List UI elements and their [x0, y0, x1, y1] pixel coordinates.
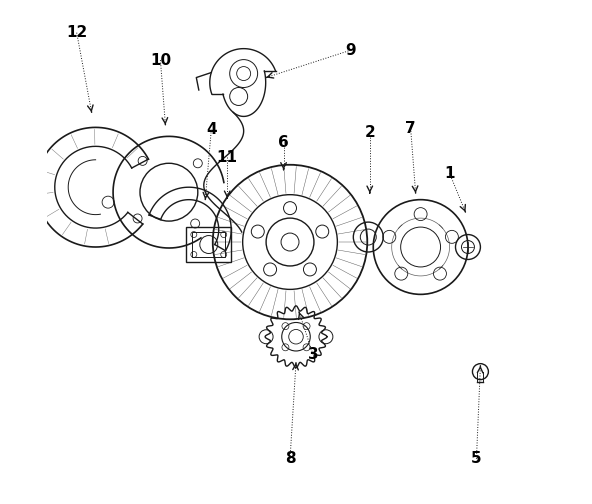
Text: 2: 2: [365, 125, 375, 140]
Text: 4: 4: [206, 122, 217, 138]
Text: 5: 5: [471, 452, 482, 466]
Text: 9: 9: [346, 43, 356, 57]
Text: 8: 8: [285, 452, 295, 466]
Text: 1: 1: [444, 166, 455, 181]
Text: 7: 7: [406, 121, 416, 136]
Text: 3: 3: [308, 347, 318, 362]
Text: 6: 6: [278, 135, 289, 150]
Text: 10: 10: [150, 52, 171, 68]
Text: 11: 11: [217, 150, 238, 165]
Text: 12: 12: [66, 25, 87, 40]
